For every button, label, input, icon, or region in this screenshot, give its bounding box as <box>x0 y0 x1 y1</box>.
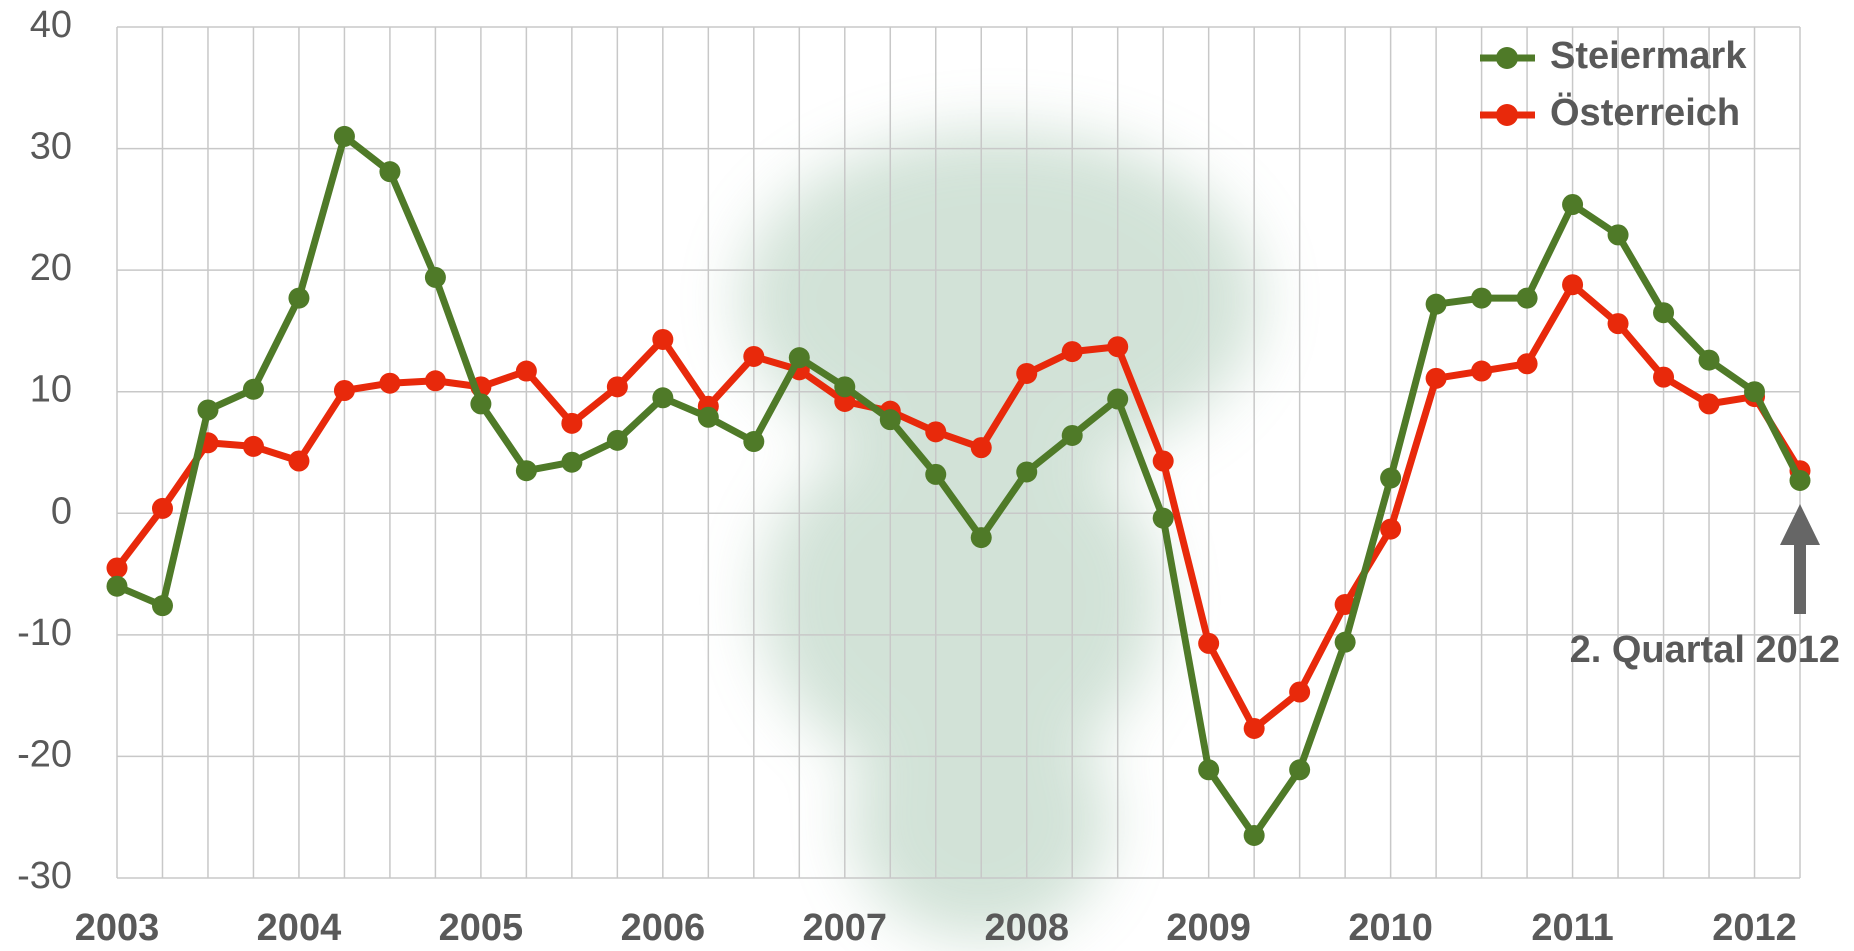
point <box>288 288 309 309</box>
point <box>379 161 400 182</box>
point <box>1153 451 1174 472</box>
point <box>379 373 400 394</box>
point <box>197 399 218 420</box>
y-tick-label: 40 <box>30 4 72 46</box>
point <box>1426 368 1447 389</box>
x-tick-label: 2006 <box>621 907 706 949</box>
y-tick-label: -20 <box>17 733 72 775</box>
y-tick-label: -10 <box>17 612 72 654</box>
point <box>1062 341 1083 362</box>
point <box>1471 361 1492 382</box>
point <box>561 452 582 473</box>
point <box>925 464 946 485</box>
x-tick-label: 2004 <box>257 907 342 949</box>
point <box>1289 759 1310 780</box>
y-tick-label: 30 <box>30 126 72 168</box>
point <box>425 370 446 391</box>
point <box>1608 224 1629 245</box>
point <box>1562 274 1583 295</box>
point <box>425 267 446 288</box>
point <box>971 527 992 548</box>
x-tick-label: 2010 <box>1348 907 1433 949</box>
x-tick-label: 2012 <box>1712 907 1797 949</box>
y-tick-label: 0 <box>51 490 72 532</box>
point <box>561 413 582 434</box>
y-tick-label: 10 <box>30 369 72 411</box>
point <box>1244 718 1265 739</box>
point <box>1016 461 1037 482</box>
point <box>1289 681 1310 702</box>
x-tick-label: 2009 <box>1166 907 1251 949</box>
point <box>1198 759 1219 780</box>
point <box>607 376 628 397</box>
y-tick-label: 20 <box>30 247 72 289</box>
point <box>1517 353 1538 374</box>
point <box>1653 367 1674 388</box>
point <box>743 346 764 367</box>
point <box>1562 194 1583 215</box>
point <box>1471 288 1492 309</box>
point <box>152 498 173 519</box>
point <box>789 347 810 368</box>
point <box>1744 381 1765 402</box>
legend-label: Steiermark <box>1550 35 1747 77</box>
point <box>334 126 355 147</box>
point <box>698 407 719 428</box>
point <box>1517 288 1538 309</box>
point <box>1699 350 1720 371</box>
legend-marker <box>1496 47 1518 69</box>
point <box>243 379 264 400</box>
point <box>516 460 537 481</box>
point <box>880 409 901 430</box>
point <box>1244 825 1265 846</box>
point <box>1426 294 1447 315</box>
legend-marker <box>1496 104 1518 126</box>
point <box>243 436 264 457</box>
point <box>1062 425 1083 446</box>
annotation-arrow <box>1780 504 1820 614</box>
point <box>607 430 628 451</box>
point <box>1016 363 1037 384</box>
point <box>107 576 128 597</box>
point <box>1198 633 1219 654</box>
point <box>652 387 673 408</box>
x-tick-label: 2007 <box>803 907 888 949</box>
y-tick-label: -30 <box>17 855 72 897</box>
point <box>107 557 128 578</box>
chart: -30 -20 -10 0 10 20 30 40 2003 2004 2005 2006 2007 20… <box>0 0 1854 951</box>
point <box>334 380 355 401</box>
point <box>1107 389 1128 410</box>
legend-label: Österreich <box>1550 91 1740 134</box>
point <box>925 421 946 442</box>
x-tick-label: 2011 <box>1531 907 1613 949</box>
point <box>1107 336 1128 357</box>
point <box>1153 508 1174 529</box>
point <box>1790 470 1811 491</box>
point <box>288 451 309 472</box>
point <box>516 361 537 382</box>
x-tick-label: 2005 <box>439 907 524 949</box>
annotation: 2. Quartal 2012 <box>1570 629 1840 671</box>
point <box>652 329 673 350</box>
point <box>1699 393 1720 414</box>
point <box>1335 632 1356 653</box>
x-tick-label: 2003 <box>75 907 160 949</box>
point <box>1653 302 1674 323</box>
point <box>152 595 173 616</box>
point <box>743 431 764 452</box>
x-tick-label: 2008 <box>984 907 1069 949</box>
point <box>971 437 992 458</box>
point <box>1380 468 1401 489</box>
point <box>470 393 491 414</box>
point <box>1380 519 1401 540</box>
point <box>1608 313 1629 334</box>
point <box>834 376 855 397</box>
